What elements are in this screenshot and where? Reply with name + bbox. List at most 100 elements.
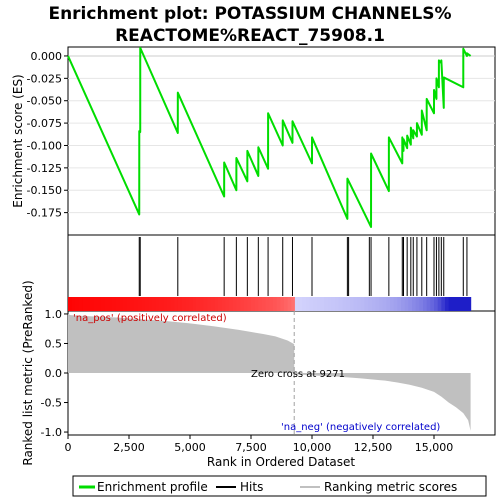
heatbar-segment <box>104 297 109 311</box>
heatbar-segment <box>258 297 263 311</box>
heatbar-segment <box>444 297 450 311</box>
heatbar-segment <box>108 297 113 311</box>
heatbar-segment <box>455 297 461 311</box>
heatbar-segment <box>177 297 183 311</box>
heatbar-segment <box>75 297 80 311</box>
heatbar-segment <box>423 297 428 311</box>
heatbar-segment <box>97 297 102 311</box>
heatbar-segment <box>390 297 395 311</box>
heatbar-segment <box>199 297 205 311</box>
heatbar-segment <box>459 297 464 311</box>
heatbar-segment <box>441 297 446 311</box>
heatbar-segment <box>82 297 87 311</box>
legend-label-hits: Hits <box>240 480 263 494</box>
heatbar-segment <box>122 297 128 311</box>
zero-cross-label: Zero cross at 9271 <box>251 369 345 380</box>
es-y-tick-label: -0.025 <box>27 72 62 85</box>
heatbar-segment <box>100 297 106 311</box>
heatbar-segment <box>448 297 453 311</box>
heatbar-segment <box>181 297 186 311</box>
heatbar-segment <box>463 297 468 311</box>
heatbar-segment <box>401 297 406 311</box>
heatbar-segment <box>437 297 442 311</box>
chart-title-line-1: Enrichment plot: POTASSIUM CHANNELS% <box>48 4 451 24</box>
heatbar-segment <box>218 297 223 311</box>
x-tick-label: 0 <box>65 441 72 454</box>
enrichment-profile-line <box>67 46 472 228</box>
heatbar-segment <box>346 297 351 311</box>
heatbar-segment <box>86 297 91 311</box>
heatbar-segment <box>412 297 417 311</box>
x-tick-label: 7,500 <box>235 441 267 454</box>
heatbar-segment <box>360 297 366 311</box>
heatbar-segment <box>254 297 259 311</box>
heatbar-segment <box>188 297 194 311</box>
heatbar-segment <box>280 297 285 311</box>
heatbar-segment <box>382 297 388 311</box>
heatbar-segment <box>152 297 157 311</box>
x-tick-label: 10,000 <box>293 441 332 454</box>
es-y-tick-label: -0.100 <box>27 139 62 152</box>
metric-y-tick-label: 0.0 <box>45 367 63 380</box>
heatbar-segment <box>408 297 413 311</box>
heatbar-segment <box>291 297 296 311</box>
heatbar-segment <box>298 297 303 311</box>
heatbar-segment <box>240 297 245 311</box>
heatbar-segment <box>324 297 329 311</box>
heatbar-segment <box>294 297 300 311</box>
heatbar-segment <box>236 297 241 311</box>
heatbar-segment <box>115 297 120 311</box>
heatbar-segment <box>207 297 212 311</box>
heatbar-segment <box>426 297 431 311</box>
heatbar-segment <box>126 297 131 311</box>
heatbar-segment <box>196 297 201 311</box>
heatbar-segment <box>368 297 373 311</box>
heatbar-segment <box>148 297 153 311</box>
heatbar-segment <box>434 297 439 311</box>
heatbar-segment <box>133 297 139 311</box>
heatbar-segment <box>119 297 124 311</box>
heatbar-segment <box>316 297 322 311</box>
heatbar-segment <box>225 297 230 311</box>
heatbar-segment <box>335 297 340 311</box>
heatbar-segment <box>93 297 98 311</box>
heatbar-segment <box>111 297 117 311</box>
heatbar-segment <box>452 297 457 311</box>
metric-area <box>68 313 471 431</box>
heatbar-segment <box>214 297 219 311</box>
heatbar-segment <box>141 297 146 311</box>
legend: Enrichment profile Hits Ranking metric s… <box>72 475 487 497</box>
heatbar-segment <box>192 297 197 311</box>
metric-y-tick-label: 1.0 <box>45 308 63 321</box>
x-tick-label: 15,000 <box>415 441 454 454</box>
heatbar-segment <box>371 297 377 311</box>
heatbar-segment <box>404 297 409 311</box>
heatbar-segment <box>320 297 325 311</box>
heatbar-segment <box>89 297 95 311</box>
heatbar-segment <box>357 297 362 311</box>
heatbar-segment <box>305 297 311 311</box>
heatbar-segment <box>353 297 358 311</box>
heatbar-segment <box>155 297 161 311</box>
heatbar-segment <box>302 297 307 311</box>
legend-box <box>72 475 487 497</box>
legend-label-metric: Ranking metric scores <box>324 480 457 494</box>
metric-y-tick-label: -1.0 <box>41 426 62 439</box>
heatbar-segment <box>272 297 278 311</box>
es-y-tick-label: 0.000 <box>31 50 63 63</box>
heatbar-segment <box>78 297 84 311</box>
es-y-tick-label: -0.125 <box>27 162 62 175</box>
heatbar-segment <box>349 297 355 311</box>
heatbar-segment <box>247 297 252 311</box>
heatbar-segment <box>243 297 248 311</box>
es-y-tick-label: -0.075 <box>27 117 62 130</box>
heatbar-segment <box>379 297 384 311</box>
x-tick-label: 2,500 <box>113 441 145 454</box>
heatbar-segment <box>232 297 237 311</box>
es-y-tick-label: -0.175 <box>27 207 62 220</box>
heatbar-segment <box>137 297 142 311</box>
heatbar-segment <box>430 297 435 311</box>
x-tick-label: 5,000 <box>174 441 206 454</box>
heatbar-segment <box>419 297 424 311</box>
